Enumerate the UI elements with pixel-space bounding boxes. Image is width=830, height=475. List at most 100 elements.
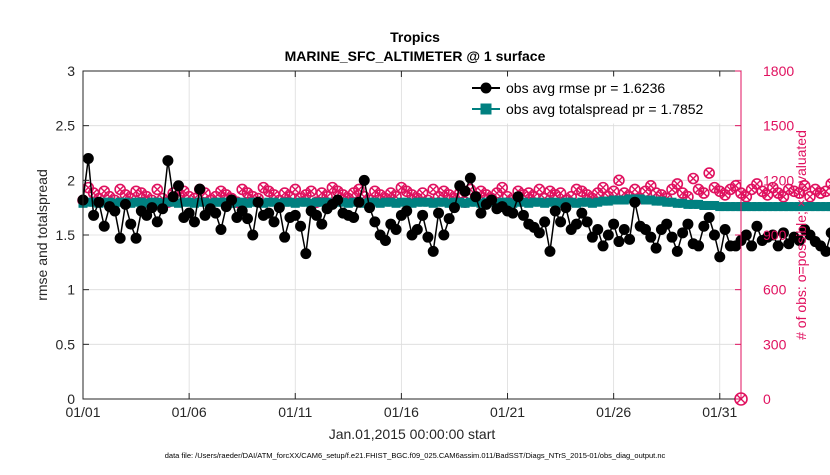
x-tick-label: 01/06: [172, 404, 207, 420]
rmse-point: [746, 240, 757, 251]
y-tick-label-right: 1500: [763, 118, 794, 134]
rmse-point: [247, 230, 258, 241]
rmse-point: [465, 173, 476, 184]
rmse-point: [608, 219, 619, 230]
rmse-point: [162, 155, 173, 166]
y-tick-label-left: 1: [67, 282, 75, 298]
legend-spread-marker: [481, 104, 492, 115]
y-tick-label-left: 0.5: [56, 336, 76, 352]
rmse-point: [157, 203, 168, 214]
rmse-point: [300, 248, 311, 259]
rmse-point: [210, 208, 221, 219]
rmse-point: [391, 224, 402, 235]
rmse-point: [412, 224, 423, 235]
rmse-point: [507, 208, 518, 219]
rmse-point: [667, 232, 678, 243]
rmse-point: [120, 199, 131, 210]
rmse-point: [582, 216, 593, 227]
rmse-point: [449, 202, 460, 213]
chart-subtitle: MARINE_SFC_ALTIMETER @ 1 surface: [285, 48, 546, 64]
rmse-point: [444, 213, 455, 224]
rmse-point: [274, 202, 285, 213]
y-tick-label-right: 900: [763, 227, 787, 243]
rmse-point: [189, 216, 200, 227]
rmse-point: [125, 219, 136, 230]
rmse-point: [438, 230, 449, 241]
rmse-point: [603, 230, 614, 241]
rmse-point: [534, 227, 545, 238]
rmse-point: [428, 246, 439, 257]
rmse-point: [226, 195, 237, 206]
rmse-point: [714, 251, 725, 262]
y-tick-label-left: 2: [67, 172, 75, 188]
legend-spread-label: obs avg totalspread pr = 1.7852: [506, 101, 704, 117]
x-tick-label: 01/26: [596, 404, 631, 420]
rmse-point: [99, 221, 110, 232]
rmse-point: [433, 208, 444, 219]
chart-title: Tropics: [390, 29, 440, 45]
y-tick-label-right: 300: [763, 336, 787, 352]
rmse-point: [269, 216, 280, 227]
y-tick-label-right: 1800: [763, 63, 794, 79]
rmse-point: [115, 233, 126, 244]
rmse-point: [215, 224, 226, 235]
x-tick-label: 01/16: [384, 404, 419, 420]
rmse-point: [720, 224, 731, 235]
rmse-point: [624, 234, 635, 245]
rmse-point: [560, 202, 571, 213]
rmse-point: [359, 175, 370, 186]
y-tick-label-left: 0: [67, 391, 75, 407]
rmse-point: [353, 197, 364, 208]
data-file-footer: data file: /Users/raeder/DAI/ATM_forcXX/…: [165, 451, 666, 460]
rmse-point: [146, 202, 157, 213]
rmse-point: [826, 227, 830, 238]
rmse-point: [194, 184, 205, 195]
x-tick-label: 01/21: [490, 404, 525, 420]
x-tick-label: 01/11: [278, 404, 312, 420]
rmse-point: [741, 230, 752, 241]
rmse-point: [539, 216, 550, 227]
y-tick-label-right: 1200: [763, 172, 794, 188]
rmse-point: [152, 216, 163, 227]
rmse-point: [242, 213, 253, 224]
rmse-point: [693, 240, 704, 251]
rmse-point: [629, 197, 640, 208]
rmse-point: [83, 153, 94, 164]
y-axis-left-label: rmse and totalspread: [34, 169, 50, 301]
y-tick-label-left: 2.5: [56, 118, 76, 134]
legend: obs avg rmse pr = 1.6236 obs avg totalsp…: [466, 77, 736, 123]
rmse-point: [544, 246, 555, 257]
rmse-point: [316, 219, 327, 230]
y-tick-label-left: 1.5: [56, 227, 76, 243]
y-tick-label-left: 3: [67, 63, 75, 79]
rmse-point: [173, 180, 184, 191]
rmse-point: [253, 197, 264, 208]
rmse-point: [380, 235, 391, 246]
rmse-point: [682, 219, 693, 230]
rmse-point: [131, 233, 142, 244]
rmse-point: [369, 216, 380, 227]
rmse-point: [513, 191, 524, 202]
rmse-point: [751, 221, 762, 232]
rmse-point: [460, 186, 471, 197]
rmse-point: [555, 216, 566, 227]
x-axis-label: Jan.01,2015 00:00:00 start: [329, 426, 496, 442]
rmse-point: [332, 195, 343, 206]
rmse-point: [417, 210, 428, 221]
rmse-point: [93, 197, 104, 208]
rmse-point: [348, 212, 359, 223]
rmse-point: [295, 221, 306, 232]
rmse-point: [401, 205, 412, 216]
rmse-point: [709, 230, 720, 241]
x-tick-label: 01/31: [702, 404, 737, 420]
legend-rmse-label: obs avg rmse pr = 1.6236: [506, 80, 665, 96]
legend-rmse-marker: [481, 83, 492, 94]
rmse-point: [613, 236, 624, 247]
rmse-point: [109, 205, 120, 216]
rmse-point: [651, 243, 662, 254]
rmse-point: [470, 191, 481, 202]
rmse-point: [704, 212, 715, 223]
rmse-point: [550, 205, 561, 216]
